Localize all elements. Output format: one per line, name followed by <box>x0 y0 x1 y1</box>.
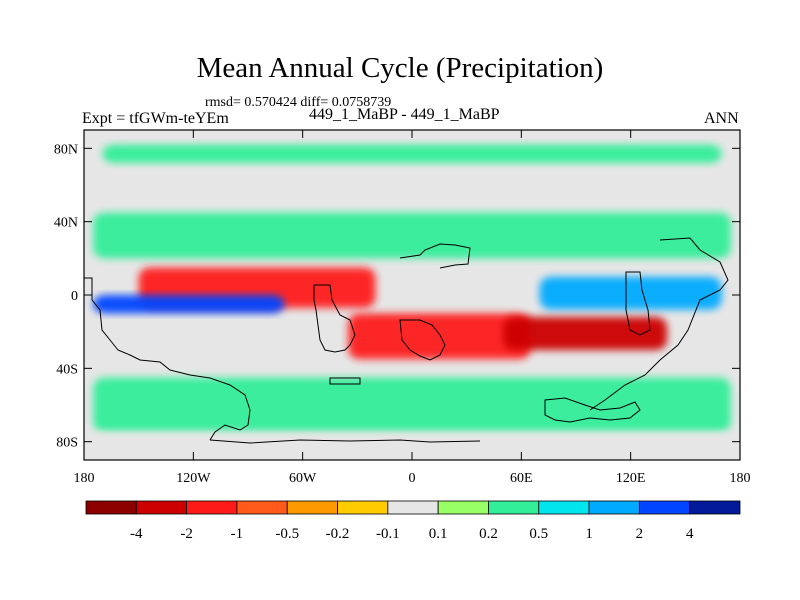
colorbar-swatch-0 <box>85 500 137 515</box>
colorbar-swatch-11 <box>638 500 691 515</box>
colorbar-label-6: 0.1 <box>429 526 448 542</box>
colorbar-swatch-8 <box>488 500 540 515</box>
field-region-south-polar-neutral <box>84 432 740 460</box>
stats-line: rmsd= 0.570424 diff= 0.0758739 <box>205 95 392 110</box>
field-region-north-midlat-band <box>93 212 731 259</box>
x-tick-label-3: 0 <box>409 471 416 486</box>
y-tick-label-0: 80N <box>54 142 78 157</box>
colorbar-swatch-4 <box>286 500 338 515</box>
x-tick-label-6: 180 <box>730 471 751 486</box>
colorbar: -4 -2 -1 -0.5 -0.2 -0.1 0.1 0.2 0.5 1 2 4 <box>85 500 741 542</box>
coastline-africa <box>399 319 446 361</box>
x-tick-label-0: 180 <box>74 471 95 486</box>
field-region-africa-negative <box>348 313 531 360</box>
colorbar-label-5: -0.1 <box>376 526 400 542</box>
y-tick-label-1: 40N <box>54 216 78 231</box>
y-tick-label-2: 0 <box>71 289 78 304</box>
colorbar-label-3: -0.5 <box>275 526 299 542</box>
colorbar-swatch-7 <box>437 500 489 515</box>
case-label: 449_1_MaBP - 449_1_MaBP <box>309 106 500 123</box>
experiment-label: Expt = tfGWm-teYEm <box>82 110 229 127</box>
colorbar-swatch-3 <box>236 500 288 515</box>
coastline <box>84 237 729 444</box>
colorbar-swatch-9 <box>538 500 590 515</box>
colorbar-label-1: -2 <box>180 526 193 542</box>
colorbar-swatch-5 <box>337 500 389 515</box>
field-layer <box>84 144 740 460</box>
field-region-north-polar-positive <box>102 144 722 163</box>
coastline-island <box>329 377 361 385</box>
colorbar-swatch-12 <box>689 500 741 515</box>
x-tick-label-4: 60E <box>510 471 533 486</box>
field-region-indian-ocean-positive <box>539 276 722 310</box>
colorbar-label-10: 2 <box>636 526 644 542</box>
field-region-west-pacific-strong-positive <box>93 295 285 314</box>
colorbar-swatch-1 <box>135 500 188 515</box>
chart-title: Mean Annual Cycle (Precipitation) <box>196 52 604 84</box>
coastline-eurasia <box>399 243 471 269</box>
colorbar-label-8: 0.5 <box>529 526 548 542</box>
colorbar-swatch-10 <box>588 500 640 515</box>
colorbar-swatch-2 <box>186 500 238 515</box>
coastline-india-se-asia <box>625 271 651 336</box>
colorbar-label-9: 1 <box>585 526 593 542</box>
y-tick-label-4: 80S <box>56 436 78 451</box>
colorbar-label-11: 4 <box>686 526 694 542</box>
y-tick-label-3: 40S <box>56 362 78 377</box>
coastline-east-asia <box>589 237 729 411</box>
x-tick-label-2: 60W <box>289 471 317 486</box>
colorbar-label-0: -4 <box>130 526 143 542</box>
x-tick-label-5: 120E <box>616 471 646 486</box>
coastline-australia <box>544 397 641 423</box>
field-region-south-indian-strong-negative <box>503 317 668 350</box>
coastline-americas <box>84 277 251 441</box>
axes: 180 120W 60W 0 60E 120E 180 80N 40N 0 40S 80S <box>54 130 751 486</box>
coastline-south-america <box>313 284 356 353</box>
colorbar-label-7: 0.2 <box>479 526 498 542</box>
colorbar-swatch-6 <box>387 500 439 515</box>
coastline-antarctica <box>209 439 481 444</box>
colorbar-label-2: -1 <box>231 526 244 542</box>
colorbar-label-4: -0.2 <box>326 526 350 542</box>
season-label: ANN <box>704 110 739 127</box>
x-tick-label-1: 120W <box>176 471 211 486</box>
field-region-south-midlat-band <box>93 377 731 433</box>
